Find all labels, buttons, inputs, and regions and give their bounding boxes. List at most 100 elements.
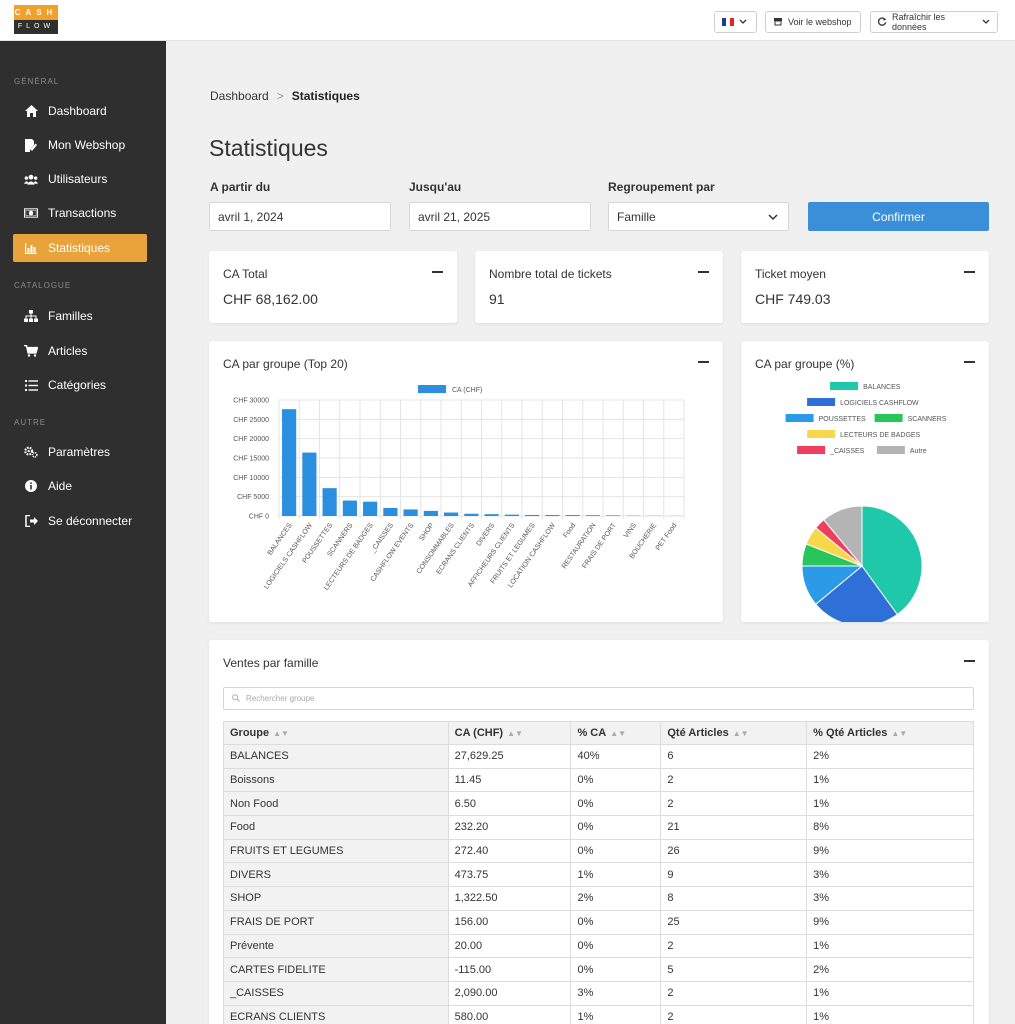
y-tick-label: CHF 10000: [233, 475, 269, 482]
table-cell: 0%: [570, 838, 662, 864]
column-header-qty[interactable]: Qté Articles ▲▼: [660, 721, 808, 745]
sidebar-item-articles[interactable]: Articles: [13, 337, 147, 365]
table-cell: 8%: [806, 815, 974, 840]
sidebar-item-categories[interactable]: Catégories: [13, 371, 147, 399]
sidebar-item-mon-webshop[interactable]: Mon Webshop: [13, 131, 147, 159]
cashflow-logo[interactable]: CASH FLOW: [14, 5, 58, 34]
column-header-groupe[interactable]: Groupe ▲▼: [223, 721, 449, 745]
table-cell: 3%: [806, 862, 974, 888]
legend-swatch: [807, 398, 836, 406]
confirm-button[interactable]: Confirmer: [808, 202, 989, 231]
sidebar-item-dashboard[interactable]: Dashboard: [13, 97, 147, 125]
table-cell: 25: [660, 909, 808, 935]
from-date-input[interactable]: avril 1, 2024: [209, 202, 391, 231]
search-icon: [232, 693, 240, 704]
list-icon: [24, 378, 38, 392]
collapse-icon[interactable]: [964, 660, 975, 662]
view-webshop-button[interactable]: Voir le webshop: [765, 11, 861, 33]
table-cell: 232.20: [447, 815, 572, 840]
bar: [322, 488, 337, 516]
table-cell: 2,090.00: [447, 980, 572, 1006]
breadcrumb: Dashboard > Statistiques: [210, 89, 360, 103]
collapse-icon[interactable]: [432, 271, 443, 273]
bar: [403, 509, 418, 516]
table-cell: FRAIS DE PORT: [223, 909, 449, 935]
collapse-icon[interactable]: [964, 271, 975, 273]
bar: [565, 515, 580, 516]
collapse-icon[interactable]: [698, 271, 709, 273]
table-cell: 1%: [570, 1004, 662, 1024]
bar: [585, 515, 600, 516]
search-placeholder: Rechercher groupe: [246, 694, 315, 703]
table-cell: 2: [660, 980, 808, 1006]
pie-chart: BALANCES LOGICIELS CASHFLOW POUSSETTES SCAN…: [785, 382, 947, 622]
table-cell: 1%: [806, 791, 974, 817]
refresh-data-label: Rafraîchir les données: [892, 12, 946, 32]
sort-icon: ▲▼: [610, 729, 627, 738]
legend-swatch: [830, 382, 859, 390]
breadcrumb-dashboard-link[interactable]: Dashboard: [210, 89, 269, 103]
table-cell: 1%: [570, 862, 662, 888]
kpi-value: CHF 749.03: [755, 291, 831, 307]
x-tick-label: CONSOMMABLES: [416, 522, 456, 575]
store-icon: [773, 17, 783, 28]
bar-chart: CA (CHF) CHF 0 CHF 5000 CHF 10000 CHF 15000 C…: [233, 385, 685, 592]
legend-label: _CAISSES: [829, 448, 865, 455]
from-date-value: avril 1, 2024: [218, 209, 284, 224]
table-cell: 20.00: [447, 933, 572, 959]
table-cell: 1%: [806, 1004, 974, 1024]
column-header-pct-ca[interactable]: % CA ▲▼: [570, 721, 662, 745]
refresh-data-button[interactable]: Rafraîchir les données: [870, 11, 998, 33]
legend-label: LOGICIELS CASHFLOW: [840, 400, 919, 407]
language-select[interactable]: [714, 11, 757, 33]
sidebar-item-parametres[interactable]: Paramètres: [13, 438, 147, 466]
kpi-value: CHF 68,162.00: [223, 291, 318, 307]
sidebar-item-transactions[interactable]: Transactions: [13, 199, 147, 227]
sidebar-item-se-deconnecter[interactable]: Se déconnecter: [13, 507, 147, 535]
refresh-icon: [877, 16, 887, 28]
bar: [342, 500, 357, 516]
sidebar: GÉNÉRAL Dashboard Mon Webshop Utilisateu…: [0, 41, 166, 1024]
gears-icon: [24, 445, 38, 459]
table-cell: 0%: [570, 933, 662, 959]
table-cell: 2: [660, 767, 808, 793]
bar: [282, 409, 297, 516]
sidebar-item-statistiques[interactable]: Statistiques: [13, 234, 147, 262]
table-cell: 26: [660, 838, 808, 864]
legend-label: SCANNERS: [908, 416, 947, 423]
x-tick-label: ECRANS CLIENTS: [435, 522, 476, 576]
sort-icon: ▲▼: [891, 729, 908, 738]
legend-label: LECTEURS DE BADGES: [840, 432, 920, 439]
table-cell: 2%: [806, 957, 974, 982]
table-cell: 272.40: [447, 838, 572, 864]
group-by-select[interactable]: Famille: [608, 202, 789, 231]
collapse-icon[interactable]: [964, 361, 975, 363]
kpi-value: 91: [489, 291, 505, 307]
table-row: SHOP 1,322.50 2% 8 3%: [223, 886, 974, 911]
search-group-input[interactable]: Rechercher groupe: [223, 687, 974, 710]
table-cell: 5: [660, 957, 808, 982]
bar: [302, 452, 317, 516]
sidebar-item-familles[interactable]: Familles: [13, 302, 147, 330]
group-by-value: Famille: [617, 209, 656, 224]
column-header-label: Groupe: [230, 727, 270, 739]
table-cell: 2: [660, 791, 808, 817]
table-row: FRUITS ET LEGUMES 272.40 0% 26 9%: [223, 838, 974, 864]
table-cell: 473.75: [447, 862, 572, 888]
logout-icon: [24, 514, 38, 528]
to-date-input[interactable]: avril 21, 2025: [409, 202, 591, 231]
bar: [545, 515, 560, 516]
table-cell: Food: [223, 815, 449, 840]
pie-slice: [815, 565, 898, 622]
collapse-icon[interactable]: [698, 361, 709, 363]
sidebar-item-utilisateurs[interactable]: Utilisateurs: [13, 165, 147, 193]
chevron-down-icon: [768, 210, 778, 224]
legend-swatch: [876, 446, 905, 454]
sidebar-item-aide[interactable]: Aide: [13, 472, 147, 500]
column-header-label: % CA: [577, 727, 607, 739]
sidebar-item-label: Utilisateurs: [48, 172, 108, 186]
column-header-pct-qty[interactable]: % Qté Articles ▲▼: [806, 721, 974, 745]
table-cell: 0%: [570, 767, 662, 793]
column-header-ca[interactable]: CA (CHF) ▲▼: [447, 721, 572, 745]
sidebar-item-label: Paramètres: [48, 445, 111, 459]
